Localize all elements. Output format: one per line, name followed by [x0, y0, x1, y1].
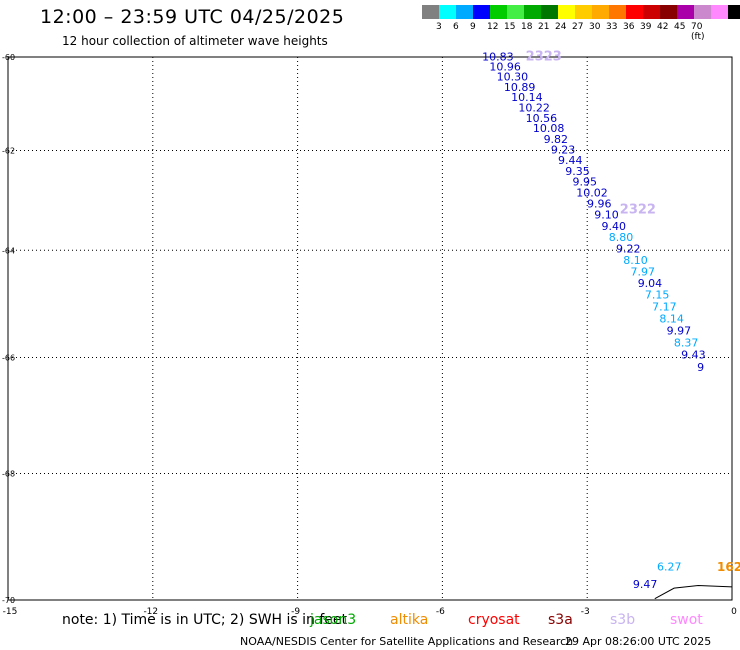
wave-height-label: 9.04	[638, 277, 663, 290]
longitude-tick-label: -9	[291, 607, 300, 617]
legend-label: 9	[470, 22, 476, 32]
latitude-tick-label: -60	[2, 53, 15, 62]
legend-label: 33	[606, 22, 618, 32]
satellite-label: s3a	[548, 612, 573, 628]
longitude-tick-label: -15	[3, 607, 18, 617]
legend-label: 6	[453, 22, 459, 32]
wave-height-label: 10.89	[504, 81, 536, 94]
wave-height-label: 9.23	[551, 143, 576, 156]
legend-swatch	[728, 5, 740, 19]
pass-number-label: 162	[717, 560, 740, 574]
longitude-tick-label: 0	[731, 607, 737, 617]
footer-timestamp: 29 Apr 08:26:00 UTC 2025	[565, 635, 712, 648]
wave-height-label: 10.83	[482, 51, 514, 64]
wave-height-label: 10.22	[518, 101, 550, 114]
legend-swatch	[677, 5, 694, 19]
legend-label: 12	[487, 22, 499, 32]
latitude-tick-label: -70	[2, 596, 15, 605]
map-subtitle: 12 hour collection of altimeter wave hei…	[62, 34, 328, 48]
satellite-label: swot	[670, 612, 703, 628]
wave-height-label: 9.22	[616, 242, 641, 255]
legend-swatch	[558, 5, 575, 19]
wave-height-label: 9.95	[573, 176, 598, 189]
wave-height-label: 9.82	[544, 133, 569, 146]
latitude-tick-label: -66	[2, 354, 15, 363]
legend-swatch	[422, 5, 439, 19]
legend-label: 3	[436, 22, 442, 32]
wave-height-label: 8.37	[674, 336, 699, 349]
wave-height-label: 10.96	[489, 61, 521, 74]
wave-height-label: 6.27	[657, 561, 682, 574]
satellite-label: jason3	[310, 612, 357, 628]
wave-height-label: 10.56	[526, 112, 558, 125]
wave-height-label: 10.02	[576, 187, 608, 200]
wave-height-label: 7.17	[652, 300, 677, 313]
footer-credit: NOAA/NESDIS Center for Satellite Applica…	[240, 635, 574, 648]
wave-height-label: 8.10	[623, 254, 648, 267]
latitude-tick-label: -68	[2, 470, 15, 479]
map-title: 12:00 – 23:59 UTC 04/25/2025	[40, 6, 345, 28]
legend-label: 42	[657, 22, 669, 32]
note-text: note: 1) Time is in UTC; 2) SWH is in fe…	[62, 612, 348, 628]
wave-height-label: 7.15	[645, 289, 670, 302]
longitude-tick-label: -3	[581, 607, 590, 617]
longitude-tick-label: -12	[143, 607, 158, 617]
legend-swatch	[711, 5, 728, 19]
legend-swatch	[524, 5, 541, 19]
map-frame	[7, 56, 733, 601]
legend-label: 36	[623, 22, 635, 32]
coastline	[654, 585, 733, 600]
legend-swatch	[456, 5, 473, 19]
satellite-label: altika	[390, 612, 429, 628]
wave-height-label: 9.40	[601, 220, 626, 233]
legend-swatch	[694, 5, 711, 19]
legend-swatch	[541, 5, 558, 19]
wave-height-label: 9.43	[681, 349, 706, 362]
legend-label: 21	[538, 22, 550, 32]
satellite-label: cryosat	[468, 612, 520, 628]
wave-height-label: 8.80	[609, 231, 634, 244]
legend-label: 27	[572, 22, 584, 32]
pass-number-label: 2322	[620, 203, 656, 218]
legend-label: 24	[555, 22, 567, 32]
legend-label: 30	[589, 22, 601, 32]
legend-swatch	[592, 5, 609, 19]
satellite-label: s3b	[610, 612, 636, 628]
legend-swatch	[473, 5, 490, 19]
legend-swatch	[626, 5, 643, 19]
wave-height-label: 9	[697, 361, 704, 374]
latitude-tick-label: -62	[2, 146, 15, 155]
wave-height-label: 10.14	[511, 91, 543, 104]
wave-height-label: 9.10	[594, 209, 619, 222]
legend-label: 15	[504, 22, 516, 32]
legend-label: 18	[521, 22, 533, 32]
pass-number-label: 2323	[526, 50, 562, 65]
legend-swatch	[490, 5, 507, 19]
legend-label: 39	[640, 22, 652, 32]
wave-height-label: 9.47	[633, 578, 658, 591]
legend-label: 70 (ft)	[691, 22, 705, 42]
wave-height-label: 8.14	[659, 312, 684, 325]
legend-swatch	[575, 5, 592, 19]
legend-swatch	[609, 5, 626, 19]
legend-swatch	[507, 5, 524, 19]
latitude-tick-label: -64	[2, 246, 15, 255]
legend-swatch	[643, 5, 660, 19]
wave-height-label: 10.30	[497, 71, 529, 84]
wave-height-label: 10.08	[533, 122, 565, 135]
wave-height-label: 9.35	[565, 165, 590, 178]
wave-height-label: 9.96	[587, 198, 612, 211]
wave-height-label: 7.97	[630, 265, 655, 278]
wave-height-label: 9.97	[667, 324, 692, 337]
legend-swatch	[439, 5, 456, 19]
legend-swatch	[660, 5, 677, 19]
wave-height-label: 9.44	[558, 154, 583, 167]
legend-label: 45	[674, 22, 686, 32]
longitude-tick-label: -6	[436, 607, 445, 617]
